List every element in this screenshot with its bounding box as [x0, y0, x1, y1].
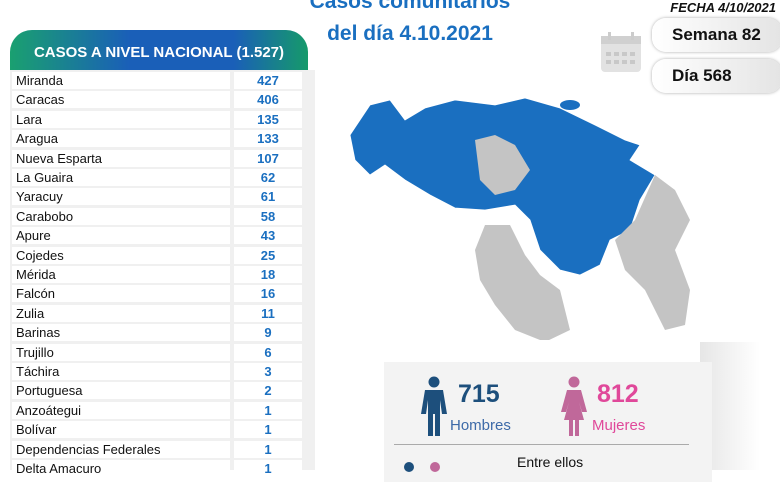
table-row: Falcón 16 — [12, 285, 308, 303]
table-row: Carabobo 58 — [12, 207, 308, 225]
case-count: 1 — [234, 440, 302, 458]
table-header: CASOS A NIVEL NACIONAL (1.527) — [10, 30, 308, 70]
table-row: La Guaira 62 — [12, 169, 308, 186]
case-count: 427 — [234, 72, 302, 89]
table-row: Táchira 3 — [12, 363, 308, 380]
state-name: Carabobo — [12, 207, 230, 225]
man-icon — [421, 376, 447, 436]
case-count: 6 — [234, 343, 302, 361]
case-count: 62 — [234, 169, 302, 186]
table-row: Caracas 406 — [12, 91, 308, 109]
table-row: Bolívar 1 — [12, 421, 308, 439]
case-count: 2 — [234, 382, 302, 400]
case-count: 1 — [234, 421, 302, 439]
men-label: Hombres — [450, 417, 511, 434]
case-count: 43 — [234, 227, 302, 245]
woman-icon-small — [430, 462, 440, 472]
state-name: Delta Amacuro — [12, 460, 230, 477]
state-name: Zulia — [12, 304, 230, 322]
state-name: Falcón — [12, 285, 230, 303]
state-name: Nueva Esparta — [12, 149, 230, 167]
state-name: Mérida — [12, 266, 230, 283]
case-count: 16 — [234, 285, 302, 303]
calendar-icon — [601, 32, 641, 72]
case-count: 61 — [234, 188, 302, 206]
case-count: 1 — [234, 401, 302, 419]
map-region-gray-amazonas — [475, 225, 570, 340]
case-count: 107 — [234, 149, 302, 167]
state-name: Anzoátegui — [12, 401, 230, 419]
woman-icon — [561, 376, 587, 436]
table-row: Portuguesa 2 — [12, 382, 308, 400]
women-label: Mujeres — [592, 417, 646, 434]
map-region-gray-falcon — [475, 135, 530, 195]
state-name: Caracas — [12, 91, 230, 109]
state-name: Apure — [12, 227, 230, 245]
table-row: Mérida 18 — [12, 266, 308, 283]
man-icon-small — [404, 462, 414, 472]
state-name: Dependencias Federales — [12, 440, 230, 458]
men-count: 715 — [458, 380, 500, 408]
table-row: Delta Amacuro 1 — [12, 460, 308, 477]
table-row: Barinas 9 — [12, 324, 308, 342]
case-count: 406 — [234, 91, 302, 109]
state-name: Aragua — [12, 130, 230, 148]
state-name: Barinas — [12, 324, 230, 342]
title-line-1: Casos comunitarios — [309, 0, 511, 13]
table-row: Miranda 427 — [12, 72, 308, 89]
map-island — [560, 100, 580, 110]
state-name: Bolívar — [12, 421, 230, 439]
state-name: Portuguesa — [12, 382, 230, 400]
case-count: 9 — [234, 324, 302, 342]
venezuela-map — [349, 97, 690, 340]
table-row: Zulia 11 — [12, 304, 308, 322]
table-row: Anzoátegui 1 — [12, 401, 308, 419]
case-count: 11 — [234, 304, 302, 322]
between-label: Entre ellos — [517, 454, 584, 470]
case-count: 1 — [234, 460, 302, 477]
cases-table: Miranda 427 Caracas 406 Lara 135 Aragua 133 Nuev… — [10, 70, 315, 477]
state-name: Lara — [12, 110, 230, 128]
case-count: 135 — [234, 110, 302, 128]
gender-stats: 715 Hombres 812 Mujeres Entre ellos — [384, 362, 712, 482]
state-name: Cojedes — [12, 246, 230, 264]
state-name: Táchira — [12, 363, 230, 380]
state-name: Miranda — [12, 72, 230, 89]
case-count: 3 — [234, 363, 302, 380]
state-name: Yaracuy — [12, 188, 230, 206]
title-line-2: del día 4.10.2021 — [327, 22, 493, 45]
table-row: Cojedes 25 — [12, 246, 308, 264]
table-row: Dependencias Federales 1 — [12, 440, 308, 458]
map-region-gray-bolivar — [615, 175, 690, 330]
table-row: Nueva Esparta 107 — [12, 149, 308, 167]
case-count: 58 — [234, 207, 302, 225]
day-badge: Día 568 — [652, 59, 780, 93]
table-row: Apure 43 — [12, 227, 308, 245]
table-row: Yaracuy 61 — [12, 188, 308, 206]
week-badge: Semana 82 — [652, 18, 780, 52]
case-count: 25 — [234, 246, 302, 264]
table-row: Trujillo 6 — [12, 343, 308, 361]
divider — [394, 444, 689, 445]
date-label: FECHA 4/10/2021 — [670, 0, 776, 15]
table-row: Aragua 133 — [12, 130, 308, 148]
table-row: Lara 135 — [12, 110, 308, 128]
women-count: 812 — [597, 380, 639, 408]
state-name: Trujillo — [12, 343, 230, 361]
state-name: La Guaira — [12, 169, 230, 186]
case-count: 133 — [234, 130, 302, 148]
case-count: 18 — [234, 266, 302, 283]
